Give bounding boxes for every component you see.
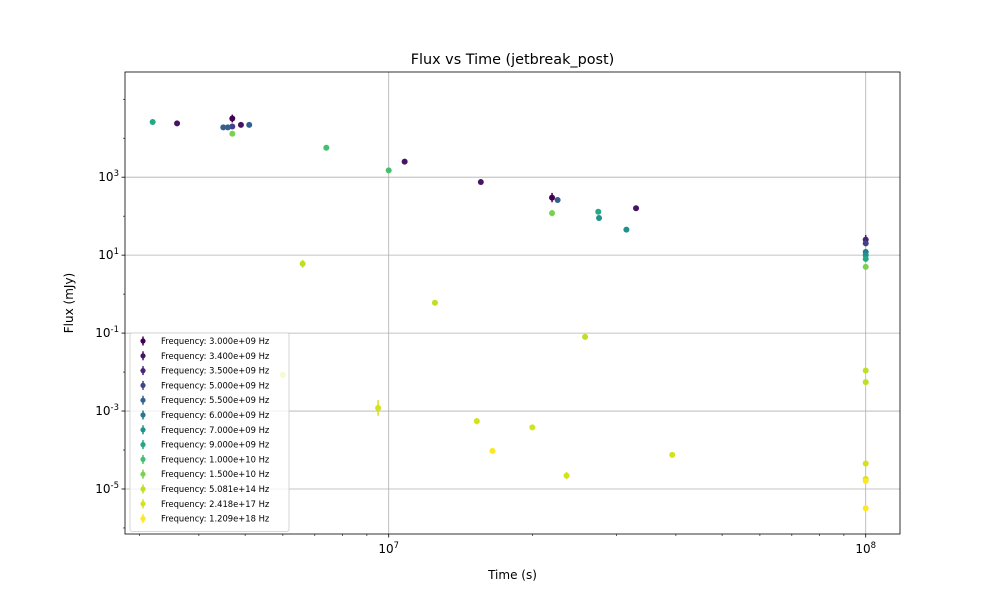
legend-label: Frequency: 3.400e+09 Hz <box>161 351 270 361</box>
legend-marker <box>140 516 146 522</box>
data-point <box>220 124 227 131</box>
data-point <box>473 418 480 425</box>
data-point <box>489 447 496 454</box>
legend-marker <box>140 471 146 477</box>
data-point <box>549 194 556 201</box>
data-point <box>862 505 869 512</box>
x-tick-label: 108 <box>855 541 876 556</box>
data-point <box>529 424 536 431</box>
y-tick-label: 10-1 <box>95 325 119 340</box>
legend-label: Frequency: 6.000e+09 Hz <box>161 410 270 420</box>
data-point <box>862 255 869 262</box>
x-tick-label: 107 <box>378 541 399 556</box>
legend-marker <box>140 501 146 507</box>
legend-marker <box>140 456 146 462</box>
data-point <box>229 115 236 122</box>
data-point <box>401 158 408 165</box>
legend: Frequency: 3.000e+09 Hz Frequency: 3.400e… <box>129 332 290 532</box>
legend-label: Frequency: 5.081e+14 Hz <box>161 484 270 494</box>
data-point <box>554 196 561 203</box>
data-point <box>229 123 236 130</box>
legend-box <box>129 332 290 532</box>
data-point <box>323 144 330 151</box>
legend-label: Frequency: 5.500e+09 Hz <box>161 395 270 405</box>
y-tick-label: 103 <box>98 169 119 184</box>
x-axis-label: Time (s) <box>487 568 537 582</box>
legend-label: Frequency: 2.418e+17 Hz <box>161 499 270 509</box>
data-point <box>862 379 869 386</box>
legend-marker <box>140 442 146 448</box>
data-point <box>299 260 306 267</box>
axis-ticks: 107 108 10-5 10-3 10-1 101 103 <box>95 98 876 556</box>
data-point <box>862 240 869 247</box>
data-point <box>862 263 869 270</box>
legend-label: Frequency: 9.000e+09 Hz <box>161 440 270 450</box>
chart-title: Flux vs Time (jetbreak_post) <box>411 52 615 68</box>
plot-frame <box>124 71 901 535</box>
legend-marker <box>140 412 146 418</box>
data-point <box>375 404 382 411</box>
data-point <box>623 226 630 233</box>
legend-label: Frequency: 3.500e+09 Hz <box>161 366 270 376</box>
data-point <box>224 124 231 131</box>
data-point <box>862 367 869 374</box>
data-point <box>595 208 602 215</box>
data-point <box>237 121 244 128</box>
legend-label: Frequency: 7.000e+09 Hz <box>161 425 270 435</box>
data-point <box>596 214 603 221</box>
legend-label: Frequency: 3.000e+09 Hz <box>161 336 270 346</box>
legend-label: Frequency: 1.000e+10 Hz <box>161 454 270 464</box>
legend-marker <box>140 368 146 374</box>
data-point <box>385 167 392 174</box>
legend-marker <box>140 338 146 344</box>
data-point <box>246 121 253 128</box>
data-point <box>582 333 589 340</box>
y-tick-label: 10-3 <box>95 403 119 418</box>
data-point <box>862 478 869 485</box>
data-point <box>477 179 484 186</box>
data-point <box>563 472 570 479</box>
legend-marker <box>140 353 146 359</box>
data-point <box>149 119 156 126</box>
data-points <box>149 114 869 512</box>
y-axis-label: Flux (mJy) <box>62 273 76 333</box>
data-point <box>633 205 640 212</box>
data-point <box>174 120 181 127</box>
data-point <box>229 130 236 137</box>
data-point <box>669 451 676 458</box>
data-point <box>549 210 556 217</box>
legend-label: Frequency: 1.209e+18 Hz <box>161 514 270 524</box>
data-point <box>431 299 438 306</box>
data-point <box>862 460 869 467</box>
legend-marker <box>140 397 146 403</box>
legend-marker <box>140 486 146 492</box>
legend-marker <box>140 427 146 433</box>
legend-label: Frequency: 1.500e+10 Hz <box>161 469 270 479</box>
legend-label: Frequency: 5.000e+09 Hz <box>161 380 270 390</box>
y-tick-label: 10-5 <box>95 481 119 496</box>
y-tick-label: 101 <box>98 247 119 262</box>
legend-marker <box>140 382 146 388</box>
